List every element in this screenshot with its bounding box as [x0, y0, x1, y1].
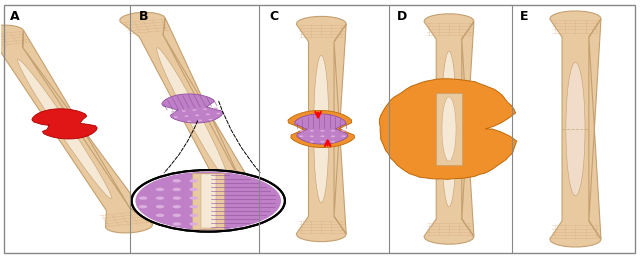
Circle shape [139, 196, 147, 200]
Circle shape [214, 107, 218, 109]
Ellipse shape [442, 97, 456, 161]
Text: B: B [140, 10, 148, 23]
Circle shape [299, 135, 303, 137]
Circle shape [321, 130, 324, 132]
Circle shape [184, 115, 189, 117]
Circle shape [156, 205, 164, 208]
Polygon shape [294, 114, 348, 144]
Polygon shape [296, 17, 346, 241]
Circle shape [310, 135, 314, 137]
Circle shape [195, 115, 199, 116]
Circle shape [173, 116, 178, 118]
Circle shape [139, 205, 147, 208]
Polygon shape [162, 94, 223, 123]
Circle shape [198, 120, 202, 121]
Polygon shape [120, 12, 265, 215]
Circle shape [189, 222, 198, 226]
Polygon shape [436, 93, 462, 165]
Circle shape [299, 130, 303, 132]
Text: D: D [397, 10, 407, 23]
Polygon shape [380, 79, 516, 179]
Circle shape [156, 196, 164, 200]
Circle shape [187, 120, 191, 122]
Polygon shape [32, 109, 97, 139]
Circle shape [321, 135, 324, 137]
Circle shape [331, 130, 335, 132]
Circle shape [310, 130, 314, 132]
Circle shape [209, 119, 212, 120]
Circle shape [132, 170, 285, 232]
Polygon shape [424, 14, 474, 244]
Circle shape [173, 196, 181, 200]
Circle shape [321, 141, 324, 143]
Circle shape [342, 135, 346, 137]
Polygon shape [200, 174, 216, 228]
Polygon shape [288, 110, 355, 148]
Ellipse shape [442, 51, 457, 207]
Text: A: A [10, 10, 20, 23]
Circle shape [171, 111, 175, 113]
Circle shape [136, 172, 281, 230]
Polygon shape [550, 11, 601, 247]
Circle shape [189, 188, 198, 191]
Ellipse shape [18, 59, 111, 199]
Circle shape [331, 135, 335, 137]
Circle shape [189, 196, 198, 200]
Circle shape [156, 214, 164, 217]
Circle shape [189, 179, 198, 182]
Polygon shape [0, 25, 152, 233]
Circle shape [310, 141, 314, 143]
Circle shape [342, 130, 346, 132]
Circle shape [173, 205, 181, 208]
Circle shape [189, 214, 198, 217]
Polygon shape [192, 173, 224, 229]
Text: C: C [269, 10, 278, 23]
Circle shape [173, 214, 181, 217]
Circle shape [156, 188, 164, 191]
Circle shape [189, 205, 198, 208]
Circle shape [203, 108, 207, 110]
Circle shape [173, 179, 181, 182]
Circle shape [331, 141, 335, 143]
Ellipse shape [314, 55, 329, 203]
Ellipse shape [157, 48, 228, 180]
Circle shape [182, 110, 186, 112]
Circle shape [216, 113, 221, 114]
Circle shape [193, 109, 196, 111]
Circle shape [173, 222, 181, 226]
Circle shape [205, 114, 210, 115]
Text: E: E [520, 10, 529, 23]
Circle shape [173, 188, 181, 191]
Ellipse shape [566, 62, 585, 196]
